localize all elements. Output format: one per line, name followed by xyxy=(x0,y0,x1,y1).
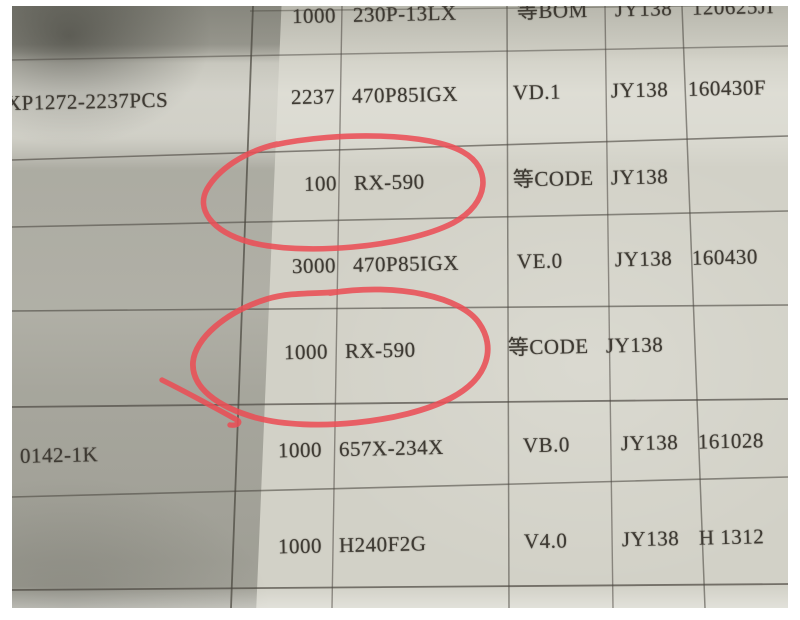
document-photo: 1000 230P-13LX 等BOM JY138 120625JI XP127… xyxy=(12,6,788,608)
table-grid-lines xyxy=(12,6,788,608)
red-circle-row5 xyxy=(190,286,491,428)
red-circle-row3 xyxy=(200,133,486,252)
red-check-tail xyxy=(159,377,242,428)
red-pen-annotations xyxy=(159,133,491,428)
